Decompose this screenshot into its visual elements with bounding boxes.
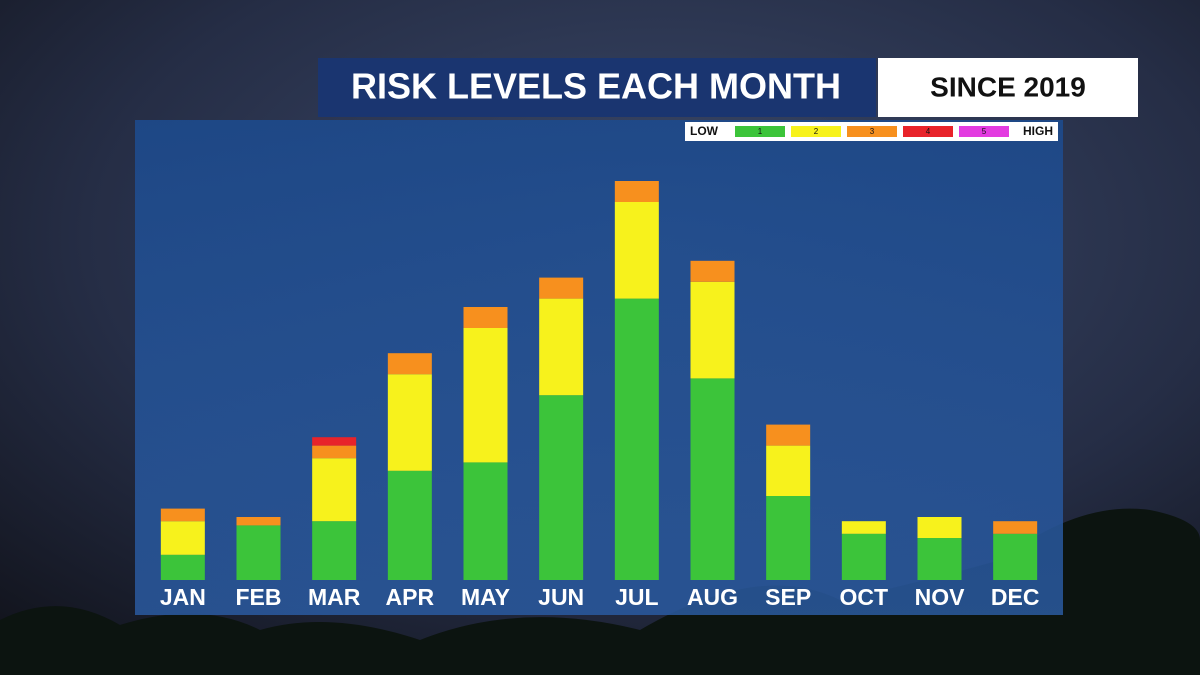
bar-segment (614, 181, 659, 202)
bar-segment (312, 445, 357, 459)
legend-label: 3 (870, 127, 875, 136)
bar-segment (539, 277, 584, 299)
bar-segment (993, 521, 1038, 534)
tree-line (0, 508, 1200, 675)
bar-segment (463, 328, 508, 463)
x-tick-label: JAN (160, 584, 206, 610)
bar-segment (463, 462, 508, 580)
bar-segment (766, 445, 811, 496)
bar-segment (387, 374, 432, 471)
bar-segment (387, 470, 432, 580)
title-box (318, 58, 876, 117)
x-tick-label: AUG (687, 584, 738, 610)
bar-segment (993, 533, 1038, 580)
legend-label: 2 (814, 127, 819, 136)
bar-segment (160, 508, 205, 522)
x-tick-label: NOV (915, 584, 966, 610)
plot-panel (135, 120, 1063, 615)
bar-segment (766, 496, 811, 580)
x-tick-label: APR (386, 584, 435, 610)
bar-segment (539, 298, 584, 396)
x-tick-label: JUL (615, 584, 658, 610)
bar-segment (539, 395, 584, 580)
bar-segment (690, 378, 735, 580)
subtitle-box (878, 58, 1138, 117)
bar-segment (312, 437, 357, 446)
bar-segment (690, 281, 735, 379)
bar-segment (312, 458, 357, 522)
x-tick-label: SEP (765, 584, 811, 610)
legend-swatch (847, 126, 897, 137)
legend-swatch (791, 126, 841, 137)
bar-segment (236, 525, 281, 580)
bar-segment (690, 260, 735, 282)
bar-segment (841, 521, 886, 534)
x-tick-label: MAY (461, 584, 510, 610)
x-tick-label: FEB (236, 584, 282, 610)
legend-swatch (959, 126, 1009, 137)
legend-low: LOW (690, 124, 719, 138)
bar-segment (312, 521, 357, 580)
x-tick-label: OCT (840, 584, 889, 610)
legend-label: 4 (926, 127, 931, 136)
legend-label: 5 (982, 127, 987, 136)
bar-segment (917, 517, 962, 538)
bar-segment (463, 307, 508, 328)
chart-subtitle: SINCE 2019 (930, 71, 1086, 102)
x-tick-label: DEC (991, 584, 1040, 610)
bar-segment (841, 533, 886, 580)
bar-segment (387, 353, 432, 375)
bar-segment (917, 538, 962, 580)
bar-segment (766, 424, 811, 446)
bar-segment (236, 517, 281, 526)
bar-segment (614, 298, 659, 580)
bar-segment (160, 521, 205, 555)
legend-label: 1 (758, 127, 763, 136)
legend-high: HIGH (1023, 124, 1053, 138)
bar-segment (614, 202, 659, 299)
bar-segment (160, 554, 205, 580)
chart-title: RISK LEVELS EACH MONTH (351, 66, 841, 107)
legend-swatch (903, 126, 953, 137)
x-tick-label: JUN (538, 584, 584, 610)
legend-swatch (735, 126, 785, 137)
x-tick-label: MAR (308, 584, 361, 610)
